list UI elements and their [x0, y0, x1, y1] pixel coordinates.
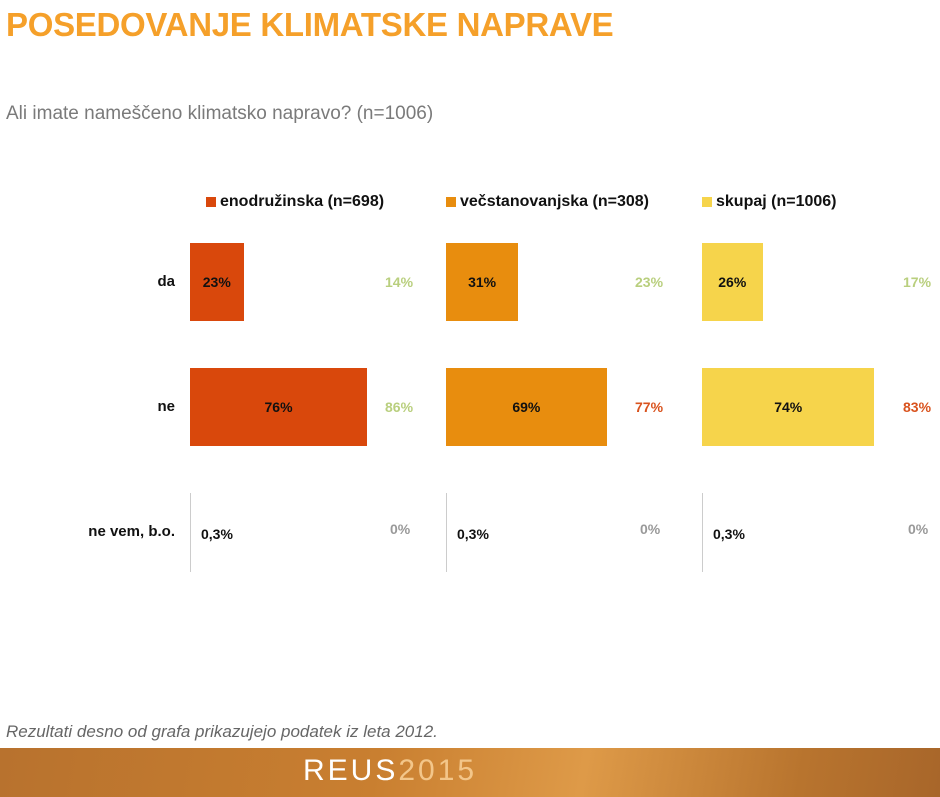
value-2012-label: 83% — [903, 399, 932, 415]
bar-baseline — [446, 493, 447, 572]
bar-baseline — [190, 493, 191, 572]
row-label: ne — [157, 398, 175, 415]
legend-item: skupaj (n=1006) — [702, 193, 837, 211]
value-2012-label: 0% — [390, 521, 411, 537]
bar-value-label: 0,3% — [457, 526, 489, 542]
bar-value-label: 0,3% — [713, 526, 745, 542]
legend-item: večstanovanjska (n=308) — [446, 193, 649, 211]
bar: 74% — [702, 368, 875, 446]
bar-baseline — [702, 493, 703, 572]
value-2012-label: 17% — [903, 274, 932, 290]
legend-swatch — [206, 197, 216, 207]
legend-label: skupaj (n=1006) — [716, 193, 837, 210]
page-title: POSEDOVANJE KLIMATSKE NAPRAVE — [6, 6, 614, 43]
legend-label: večstanovanjska (n=308) — [460, 193, 649, 210]
value-2012-label: 23% — [635, 274, 664, 290]
value-2012-label: 0% — [640, 521, 661, 537]
row-label: ne vem, b.o. — [88, 523, 175, 540]
legend-item: enodružinska (n=698) — [206, 193, 384, 211]
legend-swatch — [702, 197, 712, 207]
value-2012-label: 14% — [385, 274, 414, 290]
footer-band: REUS2015 — [0, 748, 940, 797]
question-subtitle: Ali imate nameščeno klimatsko napravo? (… — [6, 103, 434, 124]
value-2012-label: 77% — [635, 399, 664, 415]
reus-logo: REUS2015 — [303, 754, 478, 787]
bar: 69% — [446, 368, 607, 446]
bar-value-label: 0,3% — [201, 526, 233, 542]
value-2012-label: 0% — [908, 521, 929, 537]
row-label: da — [157, 273, 175, 290]
legend-label: enodružinska (n=698) — [220, 193, 385, 210]
bar: 31% — [446, 243, 519, 321]
footnote: Rezultati desno od grafa prikazujejo pod… — [6, 722, 438, 741]
legend-swatch — [446, 197, 456, 207]
value-2012-label: 86% — [385, 399, 414, 415]
bar: 23% — [190, 243, 244, 321]
bar: 76% — [190, 368, 368, 446]
bar: 26% — [702, 243, 763, 321]
